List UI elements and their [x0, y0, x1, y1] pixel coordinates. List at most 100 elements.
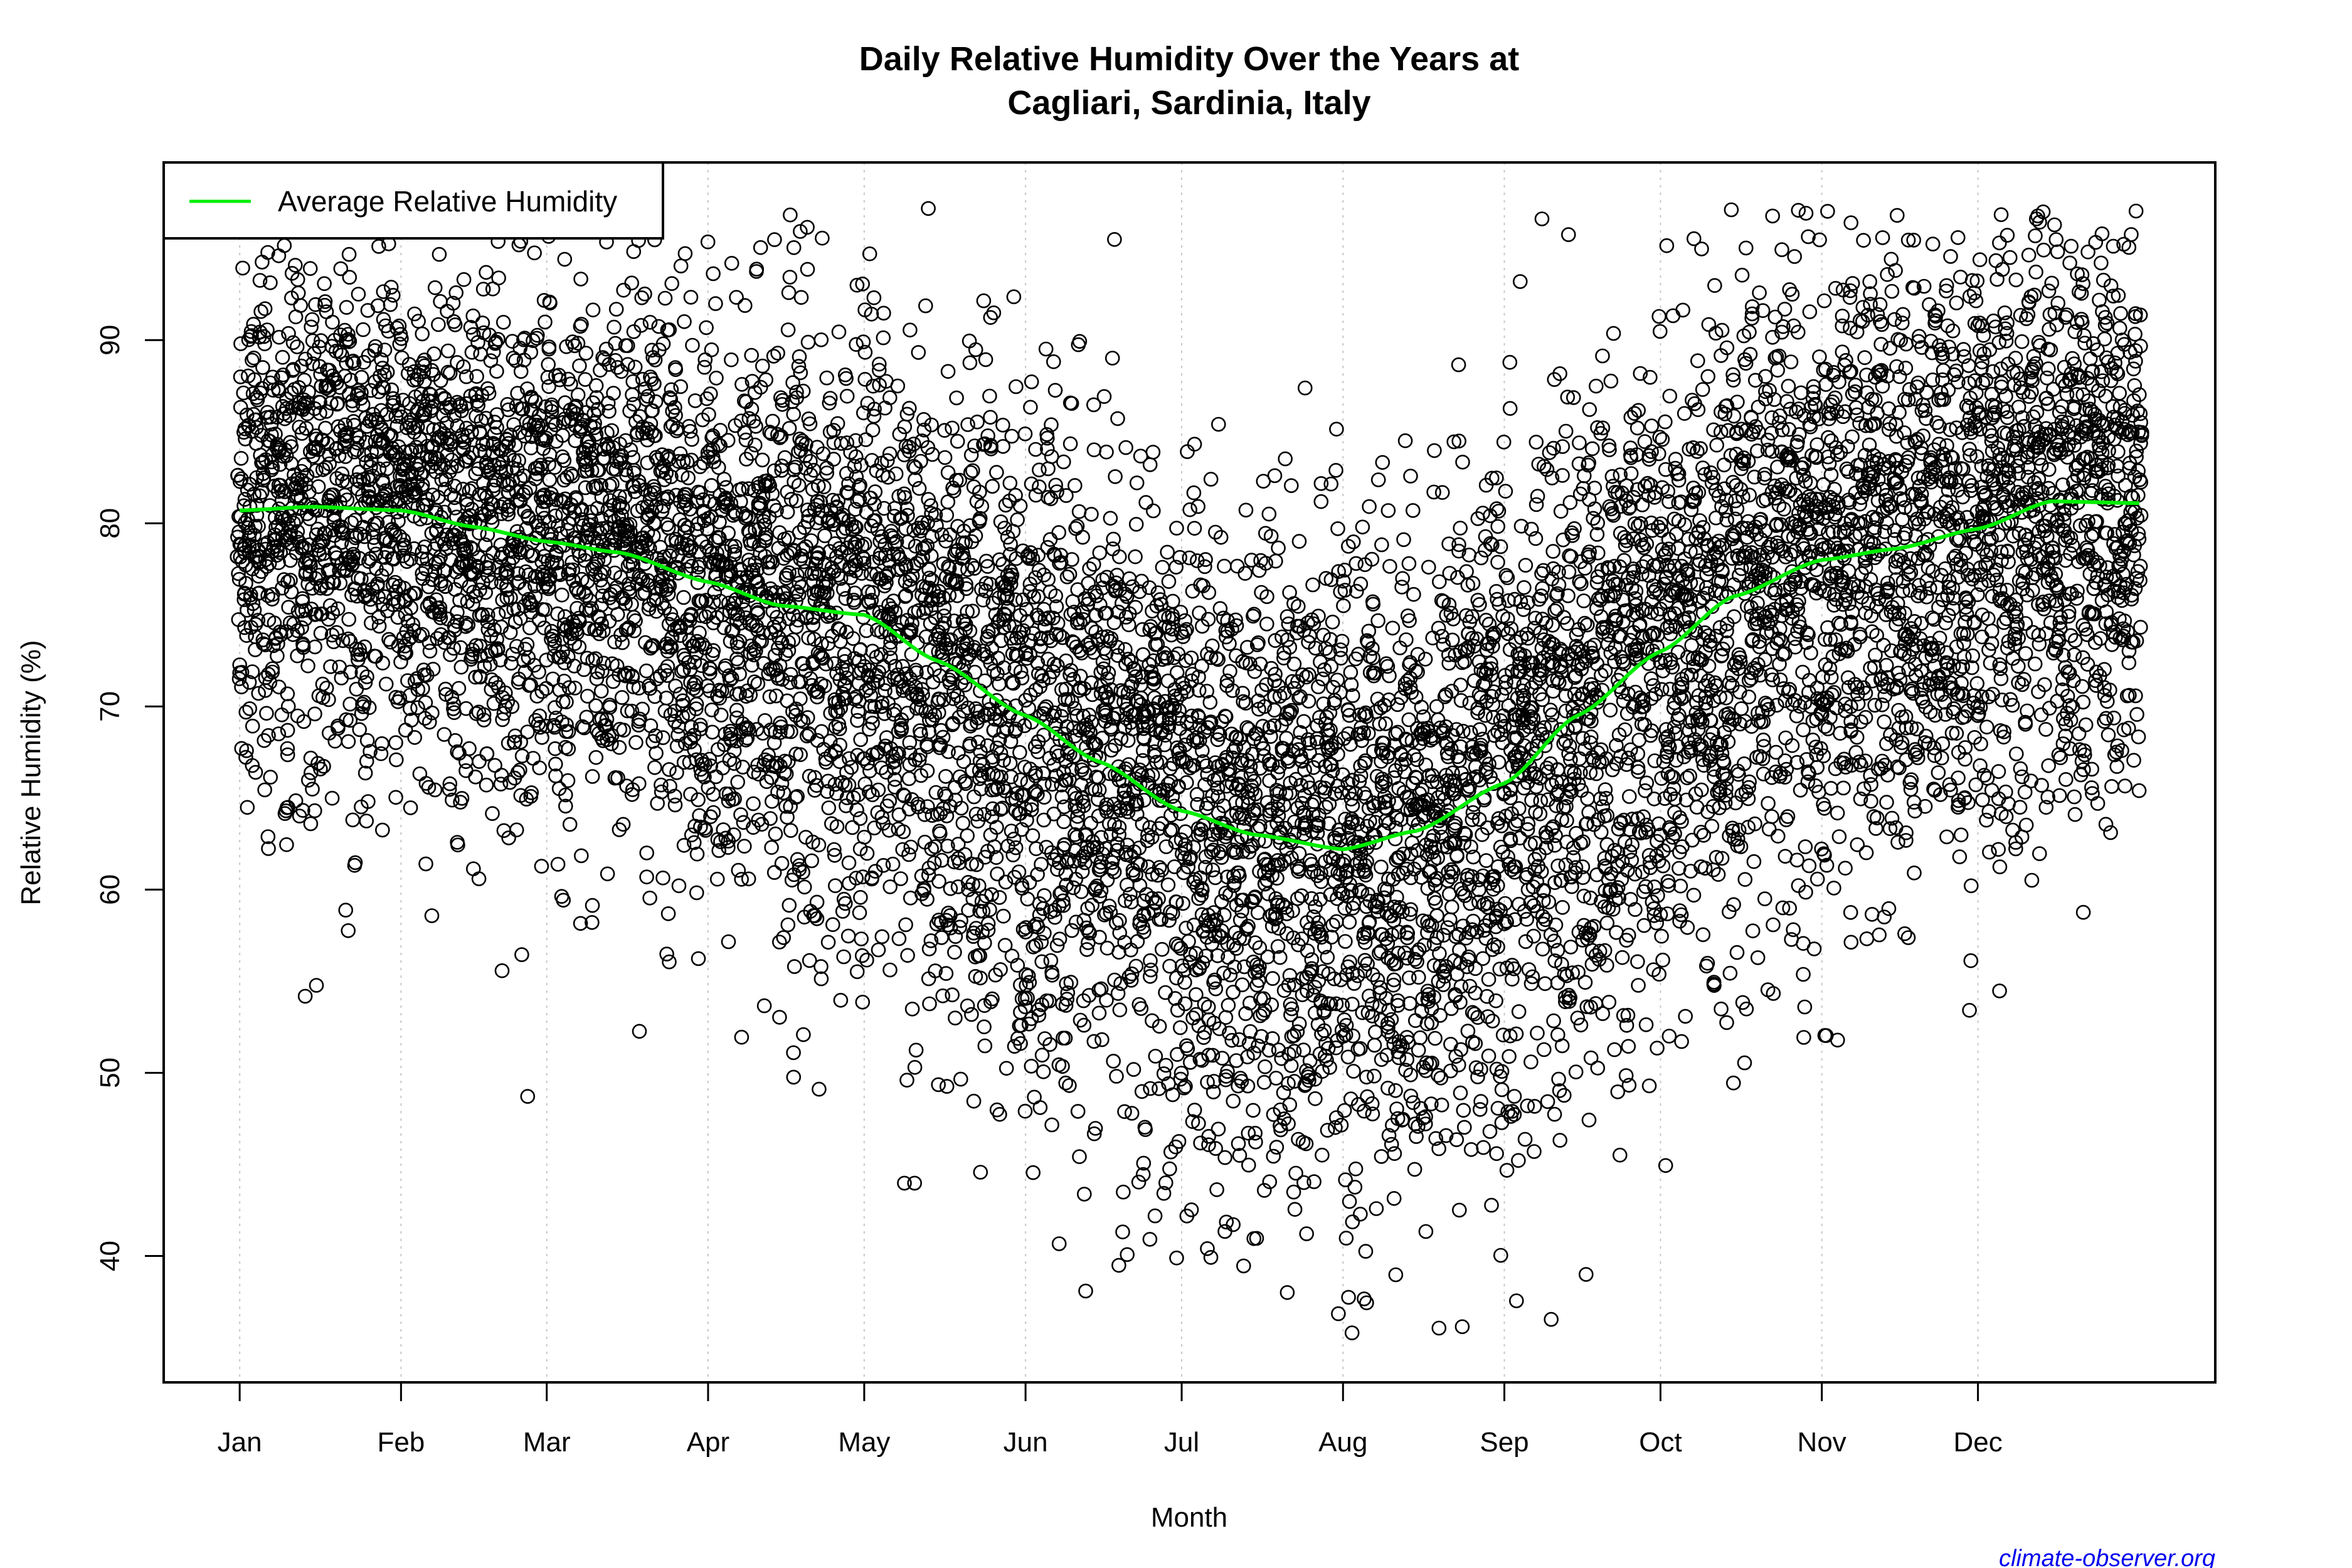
- data-point: [338, 903, 354, 918]
- data-point: [514, 947, 529, 962]
- data-point: [425, 705, 440, 721]
- data-point: [303, 816, 319, 832]
- data-point: [756, 998, 772, 1014]
- data-point: [341, 734, 356, 750]
- data-point: [285, 335, 301, 351]
- data-point: [506, 452, 522, 468]
- data-point: [280, 686, 295, 702]
- data-point: [865, 422, 881, 438]
- data-point: [1203, 472, 1219, 487]
- data-point: [464, 501, 479, 517]
- data-point: [278, 448, 294, 464]
- data-point: [343, 373, 358, 388]
- data-point: [804, 853, 819, 869]
- data-point: [502, 775, 517, 790]
- data-point: [230, 467, 246, 483]
- data-point: [990, 866, 1005, 882]
- data-point: [949, 390, 964, 406]
- data-point: [245, 718, 260, 734]
- data-point: [236, 385, 252, 401]
- data-point: [342, 270, 358, 285]
- data-point: [937, 423, 952, 438]
- data-point: [332, 344, 347, 359]
- data-point: [490, 641, 506, 656]
- data-point: [371, 461, 387, 477]
- data-point: [767, 232, 782, 247]
- data-point: [492, 652, 508, 668]
- data-point: [479, 746, 495, 761]
- data-point: [726, 756, 742, 771]
- data-point: [578, 346, 594, 361]
- data-point: [820, 935, 836, 950]
- data-point: [319, 681, 334, 696]
- data-point: [852, 905, 867, 920]
- data-point: [458, 701, 474, 716]
- data-point: [487, 426, 502, 442]
- data-point: [388, 790, 403, 805]
- data-point: [1116, 1184, 1131, 1200]
- data-point: [683, 290, 699, 305]
- data-point: [896, 824, 911, 839]
- data-point: [368, 546, 384, 562]
- data-point: [983, 410, 998, 425]
- data-point: [374, 352, 389, 368]
- data-point: [1064, 923, 1079, 938]
- data-point: [403, 600, 418, 615]
- data-point: [443, 487, 458, 502]
- data-point: [858, 432, 874, 447]
- data-point: [456, 272, 472, 287]
- data-point: [427, 782, 443, 798]
- data-point: [281, 600, 296, 615]
- data-point: [787, 959, 802, 974]
- data-point: [1210, 1121, 1226, 1136]
- data-point: [1008, 840, 1024, 856]
- data-point: [233, 369, 248, 384]
- data-point: [273, 545, 289, 561]
- data-point: [379, 364, 395, 380]
- data-point: [432, 246, 447, 262]
- data-point: [1032, 1100, 1048, 1115]
- data-point: [380, 426, 396, 442]
- data-point: [312, 395, 327, 410]
- data-point: [1192, 605, 1207, 621]
- data-point: [772, 1010, 787, 1025]
- data-point: [507, 734, 522, 750]
- data-point: [349, 682, 364, 697]
- data-point: [431, 317, 446, 332]
- data-point: [1221, 998, 1236, 1013]
- data-point: [322, 456, 337, 472]
- data-point: [361, 700, 377, 715]
- data-point: [746, 796, 761, 812]
- data-point: [309, 978, 324, 993]
- data-point: [403, 551, 418, 567]
- data-point: [430, 631, 445, 646]
- data-point: [1077, 1187, 1092, 1202]
- data-point: [842, 751, 857, 766]
- data-point: [245, 386, 261, 401]
- data-point: [445, 295, 461, 311]
- data-point: [1103, 511, 1118, 526]
- data-point: [1076, 993, 1091, 1009]
- data-point: [324, 790, 340, 806]
- data-point: [677, 314, 692, 329]
- data-point: [841, 855, 857, 871]
- data-point: [322, 598, 338, 613]
- data-point: [662, 954, 677, 970]
- data-point: [1024, 374, 1039, 389]
- data-point: [234, 679, 249, 694]
- data-point: [893, 871, 908, 886]
- data-point: [490, 332, 506, 347]
- data-point: [246, 406, 262, 422]
- data-point: [316, 759, 331, 774]
- data-point: [414, 466, 430, 482]
- data-point: [359, 733, 375, 748]
- data-point: [753, 240, 768, 255]
- data-point: [418, 695, 433, 710]
- data-point: [940, 465, 956, 480]
- data-point: [352, 551, 367, 566]
- data-point: [458, 615, 474, 631]
- data-point: [1177, 975, 1192, 990]
- data-point: [705, 724, 720, 740]
- data-point: [1059, 569, 1075, 585]
- data-point: [434, 472, 450, 487]
